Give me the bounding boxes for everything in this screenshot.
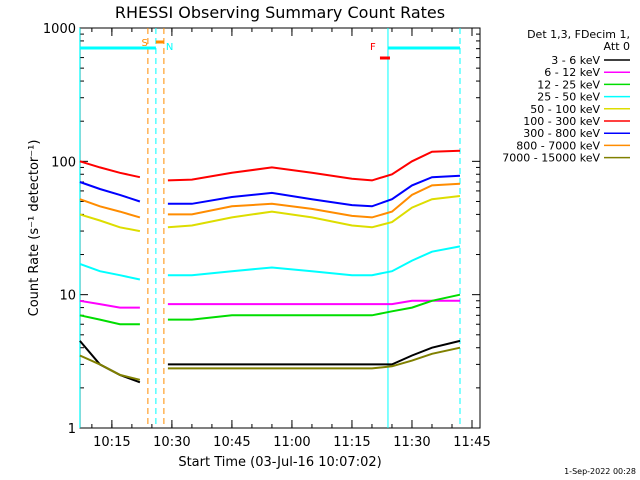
annotation-label: F: [370, 42, 376, 53]
legend-entry-label: 100 - 300 keV: [523, 115, 600, 128]
series-line: [167, 174, 461, 208]
y-tick-label: 1000: [43, 22, 76, 37]
x-tick-label: 11:45: [453, 435, 490, 450]
x-tick-label: 11:30: [393, 435, 430, 450]
series-line: [79, 299, 140, 309]
y-tick-label: 100: [51, 155, 76, 170]
y-axis-label: Count Rate (s⁻¹ detector⁻¹): [27, 140, 42, 317]
x-tick-label: 10:30: [153, 435, 190, 450]
legend-entry-label: 300 - 800 keV: [523, 127, 600, 140]
series-line: [79, 160, 141, 179]
legend-entry-label: 50 - 100 keV: [530, 103, 600, 116]
legend-entry-label: 800 - 7000 keV: [516, 139, 600, 152]
generation-timestamp: 1-Sep-2022 00:28: [564, 467, 636, 476]
chart-title: RHESSI Observing Summary Count Rates: [115, 3, 445, 22]
series-line: [79, 354, 141, 381]
series-line: [167, 245, 461, 277]
x-axis-label: Start Time (03-Jul-16 10:07:02): [178, 455, 381, 470]
y-tick-label: 10: [59, 289, 76, 304]
series-line: [167, 346, 461, 370]
legend-entry-label: 25 - 50 keV: [537, 91, 600, 104]
legend-entry-label: 6 - 12 keV: [544, 66, 600, 79]
series-line: [79, 314, 140, 326]
series-line: [167, 293, 461, 321]
annotation-label: S: [142, 38, 148, 49]
series-line: [167, 149, 461, 182]
x-tick-label: 11:15: [333, 435, 370, 450]
legend-entry-label: 7000 - 15000 keV: [502, 152, 600, 165]
series-line: [79, 213, 141, 233]
x-tick-label: 11:00: [273, 435, 310, 450]
legend-title-line-2: Att 0: [604, 40, 630, 53]
y-tick-label: 1: [68, 422, 76, 437]
series-line: [79, 340, 141, 384]
series-line: [79, 262, 141, 281]
legend-title-line-1: Det 1,3, FDecim 1,: [527, 28, 630, 41]
series-line: [167, 182, 461, 219]
series-line: [167, 339, 461, 366]
series-line: [167, 299, 460, 306]
series-line: [167, 195, 461, 229]
x-tick-label: 10:45: [213, 435, 250, 450]
plot-area: 1 10 100 1000 10:15 10:30 10:45 11:00 11:15 11:30…: [43, 22, 491, 450]
annotation-label: N: [166, 42, 173, 53]
series-line: [79, 181, 141, 203]
legend-entry-label: 12 - 25 keV: [537, 78, 600, 91]
series-line: [79, 198, 141, 219]
legend-entry-label: 3 - 6 keV: [551, 54, 600, 67]
x-tick-label: 10:15: [93, 435, 130, 450]
